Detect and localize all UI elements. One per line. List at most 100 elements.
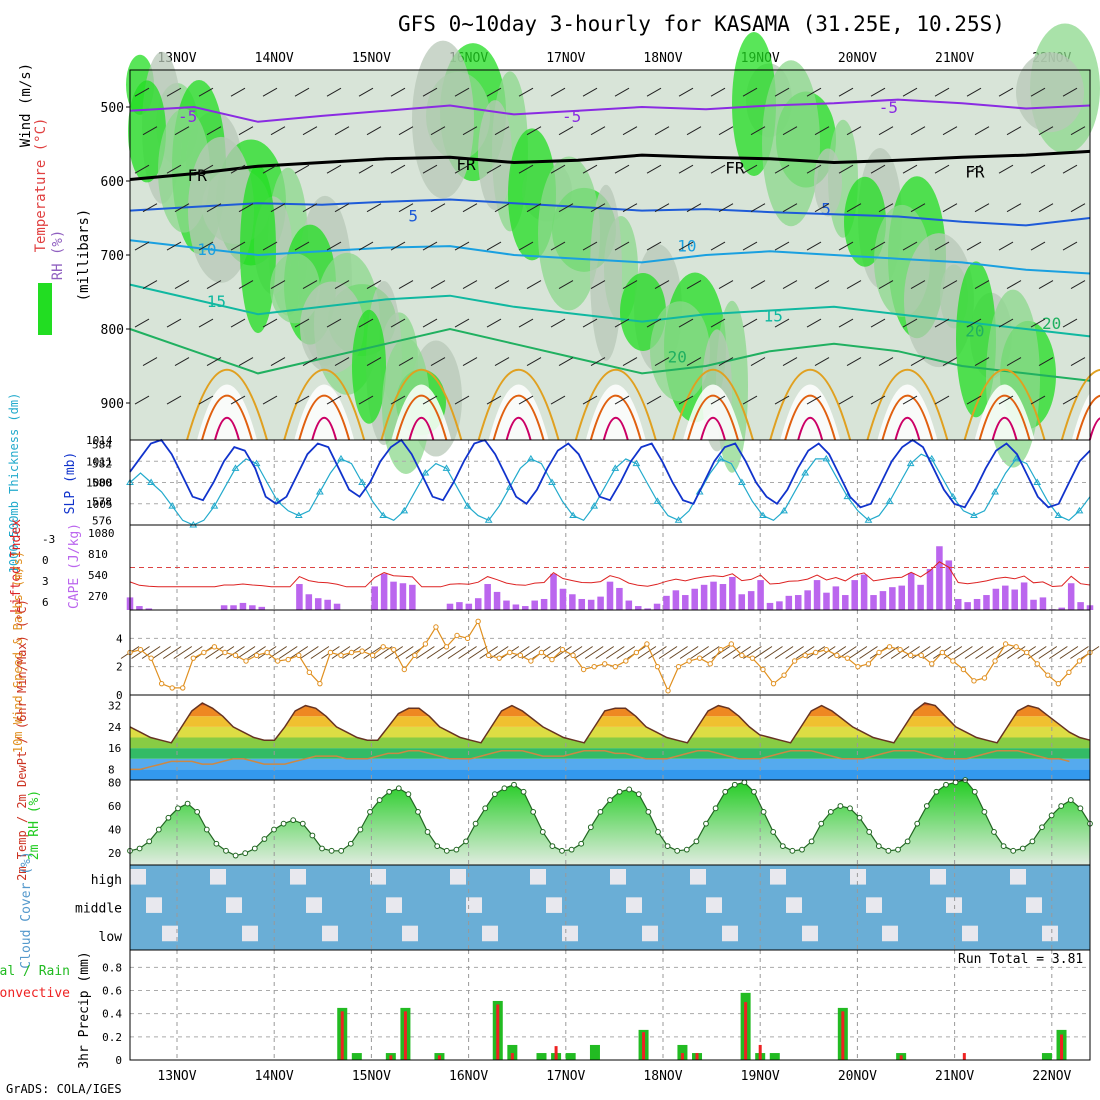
thickness-marker	[569, 511, 577, 519]
rh-point	[1039, 824, 1045, 831]
wind-barb	[774, 87, 790, 97]
thickness-marker	[252, 459, 261, 467]
rh-point	[424, 829, 431, 835]
rh-point	[760, 808, 767, 815]
temp-contour-35	[894, 417, 921, 441]
cloud-gap	[626, 897, 642, 913]
wind-barb	[430, 280, 446, 290]
wind-barb	[454, 87, 470, 97]
slp-tick: 1014	[86, 434, 113, 447]
rh-point	[299, 820, 306, 827]
lifted-index-line	[129, 561, 1091, 588]
wind-barb	[974, 280, 990, 290]
lifted-index-tick: 3	[42, 575, 49, 588]
rh-point	[290, 817, 297, 824]
wind-speed-point	[1066, 669, 1072, 676]
thickness-marker	[653, 497, 662, 504]
wind-speed-point	[264, 649, 270, 656]
wind-speed-point	[591, 663, 597, 670]
upper-air-ylabel: Wind (m/s)	[18, 63, 34, 147]
wind-speed-point	[317, 680, 323, 687]
temp-contour-30	[978, 394, 1031, 441]
wind-barb	[454, 241, 470, 251]
wind-barb	[1030, 395, 1046, 405]
rh-point	[443, 847, 450, 854]
rh-point	[664, 843, 671, 850]
wind-barb-10m	[985, 646, 1005, 659]
cape-bar	[522, 606, 529, 610]
temp-contour-25	[866, 369, 949, 441]
thickness-marker	[168, 502, 177, 509]
cape-bar	[1077, 602, 1084, 610]
cloud-gap	[706, 897, 722, 913]
wind-barb	[742, 87, 758, 97]
temperature-line	[129, 702, 1091, 744]
wind-barb	[750, 280, 766, 290]
wind-speed-point	[485, 652, 492, 659]
wind-barb	[678, 318, 694, 328]
wind-speed-point	[253, 652, 260, 659]
rh-point	[271, 826, 277, 833]
wind-barb	[422, 87, 438, 97]
lifted-index-tick: -3	[42, 533, 55, 546]
wind-barb	[614, 164, 630, 174]
rh-point	[943, 781, 949, 788]
wind-speed-point	[781, 672, 787, 678]
wind-speed-point	[169, 685, 175, 691]
thickness-marker	[210, 502, 219, 509]
rh-point	[539, 829, 546, 835]
cloud-level-label: low	[99, 930, 123, 945]
wind-barb	[422, 241, 438, 251]
temp-contour-25	[477, 369, 560, 441]
cloud-gap	[210, 869, 226, 885]
rh-point	[578, 840, 585, 847]
wind-barb	[230, 164, 246, 174]
wind-barb	[422, 318, 438, 328]
wind-barb	[262, 164, 278, 174]
wind-barb-10m	[553, 646, 572, 659]
cape-bar	[842, 595, 849, 610]
wind-barb	[526, 203, 542, 213]
cape-bar	[729, 576, 736, 610]
thickness-tick: 580	[92, 477, 112, 490]
cape-bar	[258, 606, 266, 610]
thickness-tick: 578	[92, 495, 112, 508]
wind-barb	[326, 395, 342, 405]
precip-legend-convective: Convective	[0, 986, 70, 1001]
thickness-marker	[294, 511, 303, 519]
wind-barb	[462, 203, 478, 213]
contour-label: FR	[188, 166, 208, 185]
rh-shade-blob	[352, 309, 386, 424]
temp-contour-35	[505, 417, 532, 441]
wind-speed-point	[517, 652, 524, 659]
rh-point	[376, 797, 383, 803]
wind-barb	[654, 126, 670, 136]
contour-label: 20	[668, 347, 687, 366]
cape-bar	[249, 605, 256, 610]
wind-barb	[910, 203, 926, 213]
date-label-top: 21NOV	[935, 51, 974, 66]
cape-bar	[296, 584, 303, 610]
wind-barb	[966, 241, 982, 251]
wind-barb-10m	[173, 646, 193, 659]
wind-barb	[710, 164, 726, 174]
wind-barb	[814, 280, 830, 290]
wind-barb-10m	[922, 646, 942, 659]
temperature-contour	[129, 98, 1091, 123]
cape-bar	[907, 573, 915, 610]
wind-barb-10m	[226, 646, 245, 659]
rh-point	[559, 847, 565, 854]
cape-bar	[804, 590, 811, 610]
wind-speed-point	[412, 652, 418, 659]
temperature-contour	[129, 327, 1091, 382]
wind-speed-point	[929, 661, 935, 667]
thickness-marker	[358, 478, 366, 485]
cape-bar	[794, 595, 802, 610]
wind-barb	[902, 241, 918, 251]
temperature-tick: 24	[108, 721, 122, 734]
rh-point	[770, 829, 777, 835]
rh-shade-blob	[478, 100, 512, 211]
rh-point	[1058, 803, 1065, 809]
wind-barb	[518, 164, 534, 174]
rh-point	[885, 847, 892, 854]
